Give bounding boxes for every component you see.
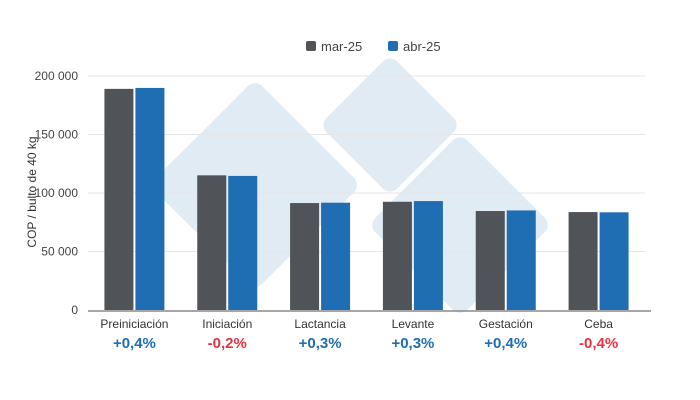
bar-mar-25[interactable] (475, 211, 505, 310)
bar-mar-25[interactable] (382, 201, 412, 310)
y-tick-label: 0 (71, 303, 78, 317)
x-tick-label: Preiniciación (100, 317, 168, 331)
x-tick-label: Gestación (479, 317, 533, 331)
y-tick-label: 150 000 (35, 128, 79, 142)
change-annotation: -0,4% (579, 335, 618, 352)
x-tick-label: Ceba (584, 317, 613, 331)
x-tick-label: Lactancia (294, 317, 346, 331)
y-tick-label: 200 000 (35, 69, 79, 83)
y-tick-label: 50 000 (41, 245, 78, 259)
bar-abr-25[interactable] (506, 210, 536, 310)
change-annotation: -0,2% (208, 335, 247, 352)
change-annotation: +0,4% (484, 335, 527, 352)
change-annotation: +0,4% (113, 335, 156, 352)
x-tick-label: Levante (392, 317, 435, 331)
bar-abr-25[interactable] (413, 201, 443, 310)
bar-mar-25[interactable] (104, 88, 134, 311)
legend-label[interactable]: mar-25 (321, 39, 362, 54)
y-tick-label: 100 000 (35, 186, 79, 200)
x-tick-label: Iniciación (202, 317, 252, 331)
bar-abr-25[interactable] (135, 87, 165, 311)
bar-abr-25[interactable] (599, 212, 629, 310)
legend-marker (306, 41, 316, 51)
change-annotation: +0,3% (391, 335, 434, 352)
change-annotation: +0,3% (299, 335, 342, 352)
bar-mar-25[interactable] (290, 203, 320, 310)
y-axis-label: COP / bulto de 40 kg (25, 136, 39, 247)
legend-marker (388, 41, 398, 51)
legend-label[interactable]: abr-25 (403, 39, 441, 54)
bar-abr-25[interactable] (321, 202, 351, 310)
bar-mar-25[interactable] (568, 212, 598, 310)
bar-abr-25[interactable] (228, 175, 258, 310)
bar-mar-25[interactable] (197, 175, 227, 310)
legend: mar-25 abr-25 (306, 39, 441, 54)
